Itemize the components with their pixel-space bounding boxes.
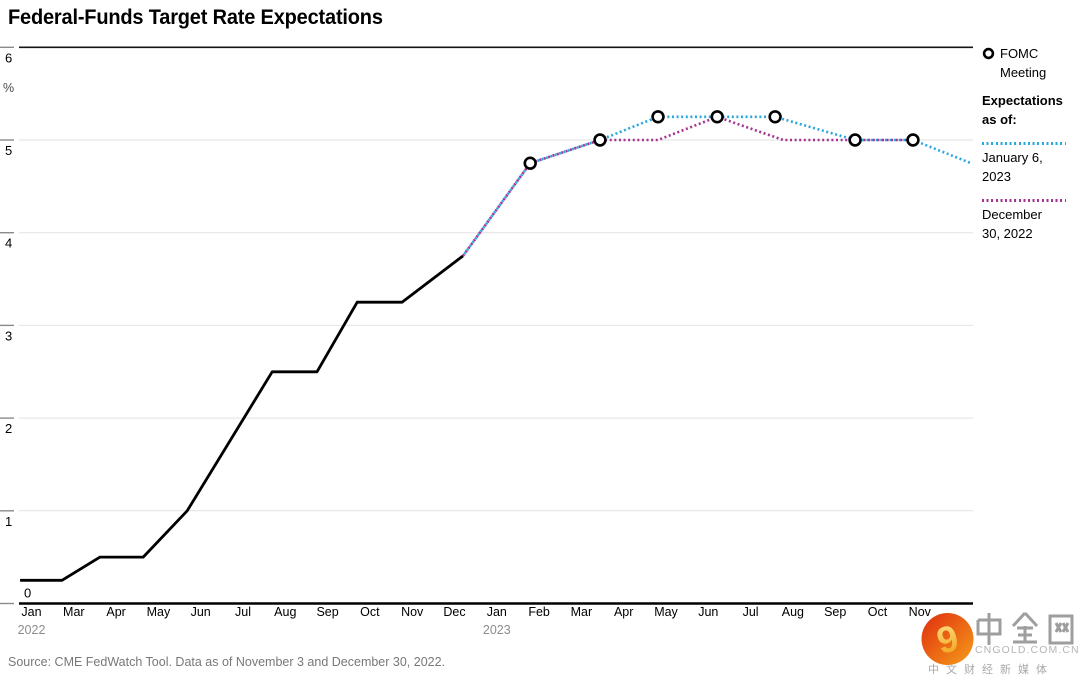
- legend-expectations-heading: Expectations as of:: [982, 93, 1063, 127]
- y-axis-label-4: 4: [5, 236, 12, 251]
- logo-tagline-text: 中文财经新媒体: [928, 664, 1054, 676]
- x-axis-label-0: Jan: [21, 605, 41, 619]
- y-axis-label-2: 2: [5, 421, 12, 436]
- logo-circle: [921, 613, 974, 665]
- fomc-marker-3: [710, 110, 724, 124]
- x-axis-label-10: Dec: [443, 605, 465, 619]
- x-axis-label-4: Jun: [191, 605, 211, 619]
- y-axis-label-6: 6: [5, 50, 12, 65]
- legend-fomc-label: FOMC Meeting: [1000, 46, 1047, 80]
- x-axis-label-11: Jan: [487, 605, 507, 619]
- fomc-marker-5: [848, 133, 862, 147]
- legend: FOMC Meeting Expectations as of: January…: [982, 44, 1072, 243]
- y-axis-label-3: 3: [5, 328, 12, 343]
- y-axis-label-0: 0: [24, 586, 31, 601]
- x-axis-label-6: Aug: [274, 605, 296, 619]
- series-dec30-line: [461, 115, 913, 257]
- x-axis-label-14: Apr: [614, 605, 633, 619]
- legend-dec30-label: December 30, 2022: [982, 207, 1042, 241]
- series-history-line: [20, 254, 464, 582]
- logo-domain-text: CNGOLD.COM.CN: [975, 644, 1080, 656]
- x-axis-label-18: Aug: [782, 605, 804, 619]
- x-axis-label-17: Jul: [743, 605, 759, 619]
- cngold-logo-icon: 9: [921, 611, 1074, 665]
- cngold-watermark: 9 中金网 CNGOLD.COM.CN 中文财经新媒体: [918, 597, 1080, 680]
- source-note: Source: CME FedWatch Tool. Data as of No…: [8, 655, 446, 669]
- x-axis-label-19: Sep: [824, 605, 846, 619]
- x-axis-label-5: Jul: [235, 605, 251, 619]
- series-jan6-line: [461, 115, 972, 257]
- legend-jan6-label: January 6, 2023: [982, 150, 1043, 184]
- legend-swatch-dec30-dotted-line: [982, 199, 1066, 202]
- fomc-marker-1: [593, 133, 607, 147]
- year-label-2022: 2022: [18, 623, 46, 637]
- x-axis-label-3: May: [147, 605, 171, 619]
- y-axis-unit: %: [3, 81, 14, 95]
- y-axis-label-1: 1: [5, 514, 12, 529]
- x-axis-label-2: Apr: [106, 605, 125, 619]
- x-axis-label-21: Nov: [909, 605, 932, 619]
- page-title: Federal-Funds Target Rate Expectations: [8, 5, 383, 29]
- fomc-marker-2: [651, 110, 665, 124]
- x-axis-label-8: Oct: [360, 605, 380, 619]
- x-axis-label-7: Sep: [316, 605, 338, 619]
- year-label-2023: 2023: [483, 623, 511, 637]
- legend-fomc-row: FOMC Meeting: [982, 44, 1072, 82]
- x-axis-label-13: Mar: [571, 605, 593, 619]
- x-axis-label-9: Nov: [401, 605, 424, 619]
- x-axis-label-15: May: [654, 605, 678, 619]
- fomc-marker-6: [906, 133, 920, 147]
- legend-swatch-jan6-dotted-line: [982, 142, 1066, 145]
- logo-brand-glyphs: [976, 611, 1074, 645]
- x-axis-label-1: Mar: [63, 605, 85, 619]
- y-axis-label-5: 5: [5, 143, 12, 158]
- x-axis-label-20: Oct: [868, 605, 888, 619]
- fomc-marker-0: [523, 156, 537, 170]
- fomc-marker-4: [768, 110, 782, 124]
- x-axis-label-16: Jun: [698, 605, 718, 619]
- x-axis-label-12: Feb: [528, 605, 550, 619]
- fomc-meeting-marker-icon: [982, 47, 995, 60]
